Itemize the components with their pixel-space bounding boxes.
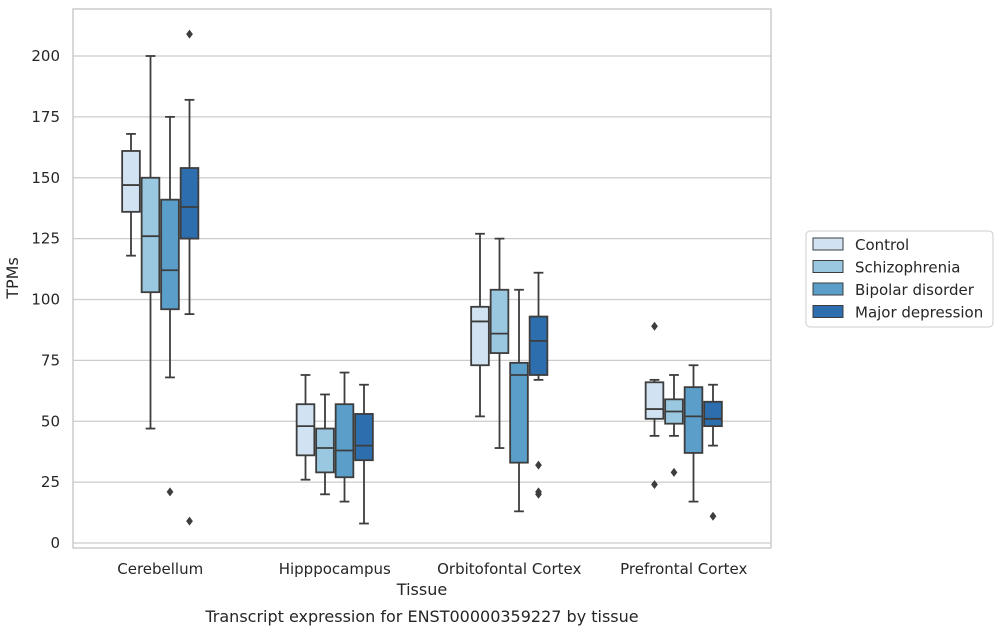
x-axis-label: Tissue xyxy=(396,580,447,599)
outlier-point xyxy=(166,487,174,497)
y-axis-ticks: 0 25 50 75 100 125 150 175 200 xyxy=(31,47,60,552)
y-tick-label: 175 xyxy=(31,108,60,126)
legend-label: Control xyxy=(855,236,909,254)
box-group xyxy=(140,55,161,430)
box xyxy=(683,386,704,454)
legend-label: Bipolar disorder xyxy=(855,281,975,299)
box-group xyxy=(683,364,704,503)
y-axis-label: TPMs xyxy=(3,257,22,300)
box-group xyxy=(528,271,549,499)
box xyxy=(644,381,665,420)
box-group xyxy=(295,374,316,481)
legend-swatch xyxy=(812,260,844,273)
box xyxy=(509,361,529,464)
legend: Control Schizophrenia Bipolar disorder Majo… xyxy=(805,230,994,328)
x-tick-label: Hipppocampus xyxy=(279,560,391,578)
y-tick-label: 100 xyxy=(31,291,60,309)
box xyxy=(354,413,374,462)
box-group xyxy=(354,383,374,525)
box xyxy=(295,403,316,457)
outlier-point xyxy=(709,511,717,521)
box xyxy=(528,315,549,376)
legend-swatch xyxy=(812,237,844,251)
legend-label: Major depression xyxy=(855,304,983,322)
y-tick-label: 25 xyxy=(41,473,60,491)
y-tick-label: 200 xyxy=(31,47,60,65)
outlier-point xyxy=(535,460,542,470)
legend-swatch xyxy=(812,282,844,296)
box xyxy=(703,400,723,428)
box-group xyxy=(644,321,665,490)
x-tick-label: Prefrontal Cortex xyxy=(620,560,747,578)
chart-caption: Transcript expression for ENST0000035922… xyxy=(204,607,638,626)
box xyxy=(334,403,355,479)
legend-frame xyxy=(805,230,994,328)
outlier-point xyxy=(670,467,678,477)
box-group xyxy=(664,374,684,477)
box xyxy=(140,176,161,294)
box-group xyxy=(470,232,490,418)
box-group xyxy=(489,237,510,449)
box-group xyxy=(179,29,200,526)
box-group xyxy=(334,371,355,503)
legend-label: Schizophrenia xyxy=(855,259,960,277)
outlier-point xyxy=(535,487,542,497)
outlier-point xyxy=(186,29,193,39)
box xyxy=(121,150,141,213)
box-group xyxy=(703,383,723,521)
x-axis-ticks: Cerebellum Hipppocampus Orbitofontal Corte… xyxy=(117,560,747,578)
box xyxy=(160,198,180,311)
legend-swatch xyxy=(812,305,844,318)
box-group xyxy=(509,288,529,513)
outlier-point xyxy=(651,321,658,331)
y-tick-label: 150 xyxy=(31,169,60,187)
box-group xyxy=(160,115,180,497)
box-group xyxy=(315,393,335,496)
x-tick-label: Cerebellum xyxy=(117,560,203,578)
box xyxy=(315,427,335,474)
box-group xyxy=(121,133,141,257)
y-tick-label: 50 xyxy=(41,412,60,430)
outlier-point xyxy=(651,480,658,490)
outlier-point xyxy=(186,516,193,526)
box xyxy=(489,288,510,354)
plot-area-frame xyxy=(72,8,772,549)
y-tick-label: 0 xyxy=(50,534,60,552)
x-tick-label: Orbitofontal Cortex xyxy=(437,560,581,578)
y-tick-label: 125 xyxy=(31,230,60,248)
box-plot-series xyxy=(121,29,723,526)
box xyxy=(470,305,490,367)
y-tick-label: 75 xyxy=(41,351,60,369)
box xyxy=(179,167,200,240)
